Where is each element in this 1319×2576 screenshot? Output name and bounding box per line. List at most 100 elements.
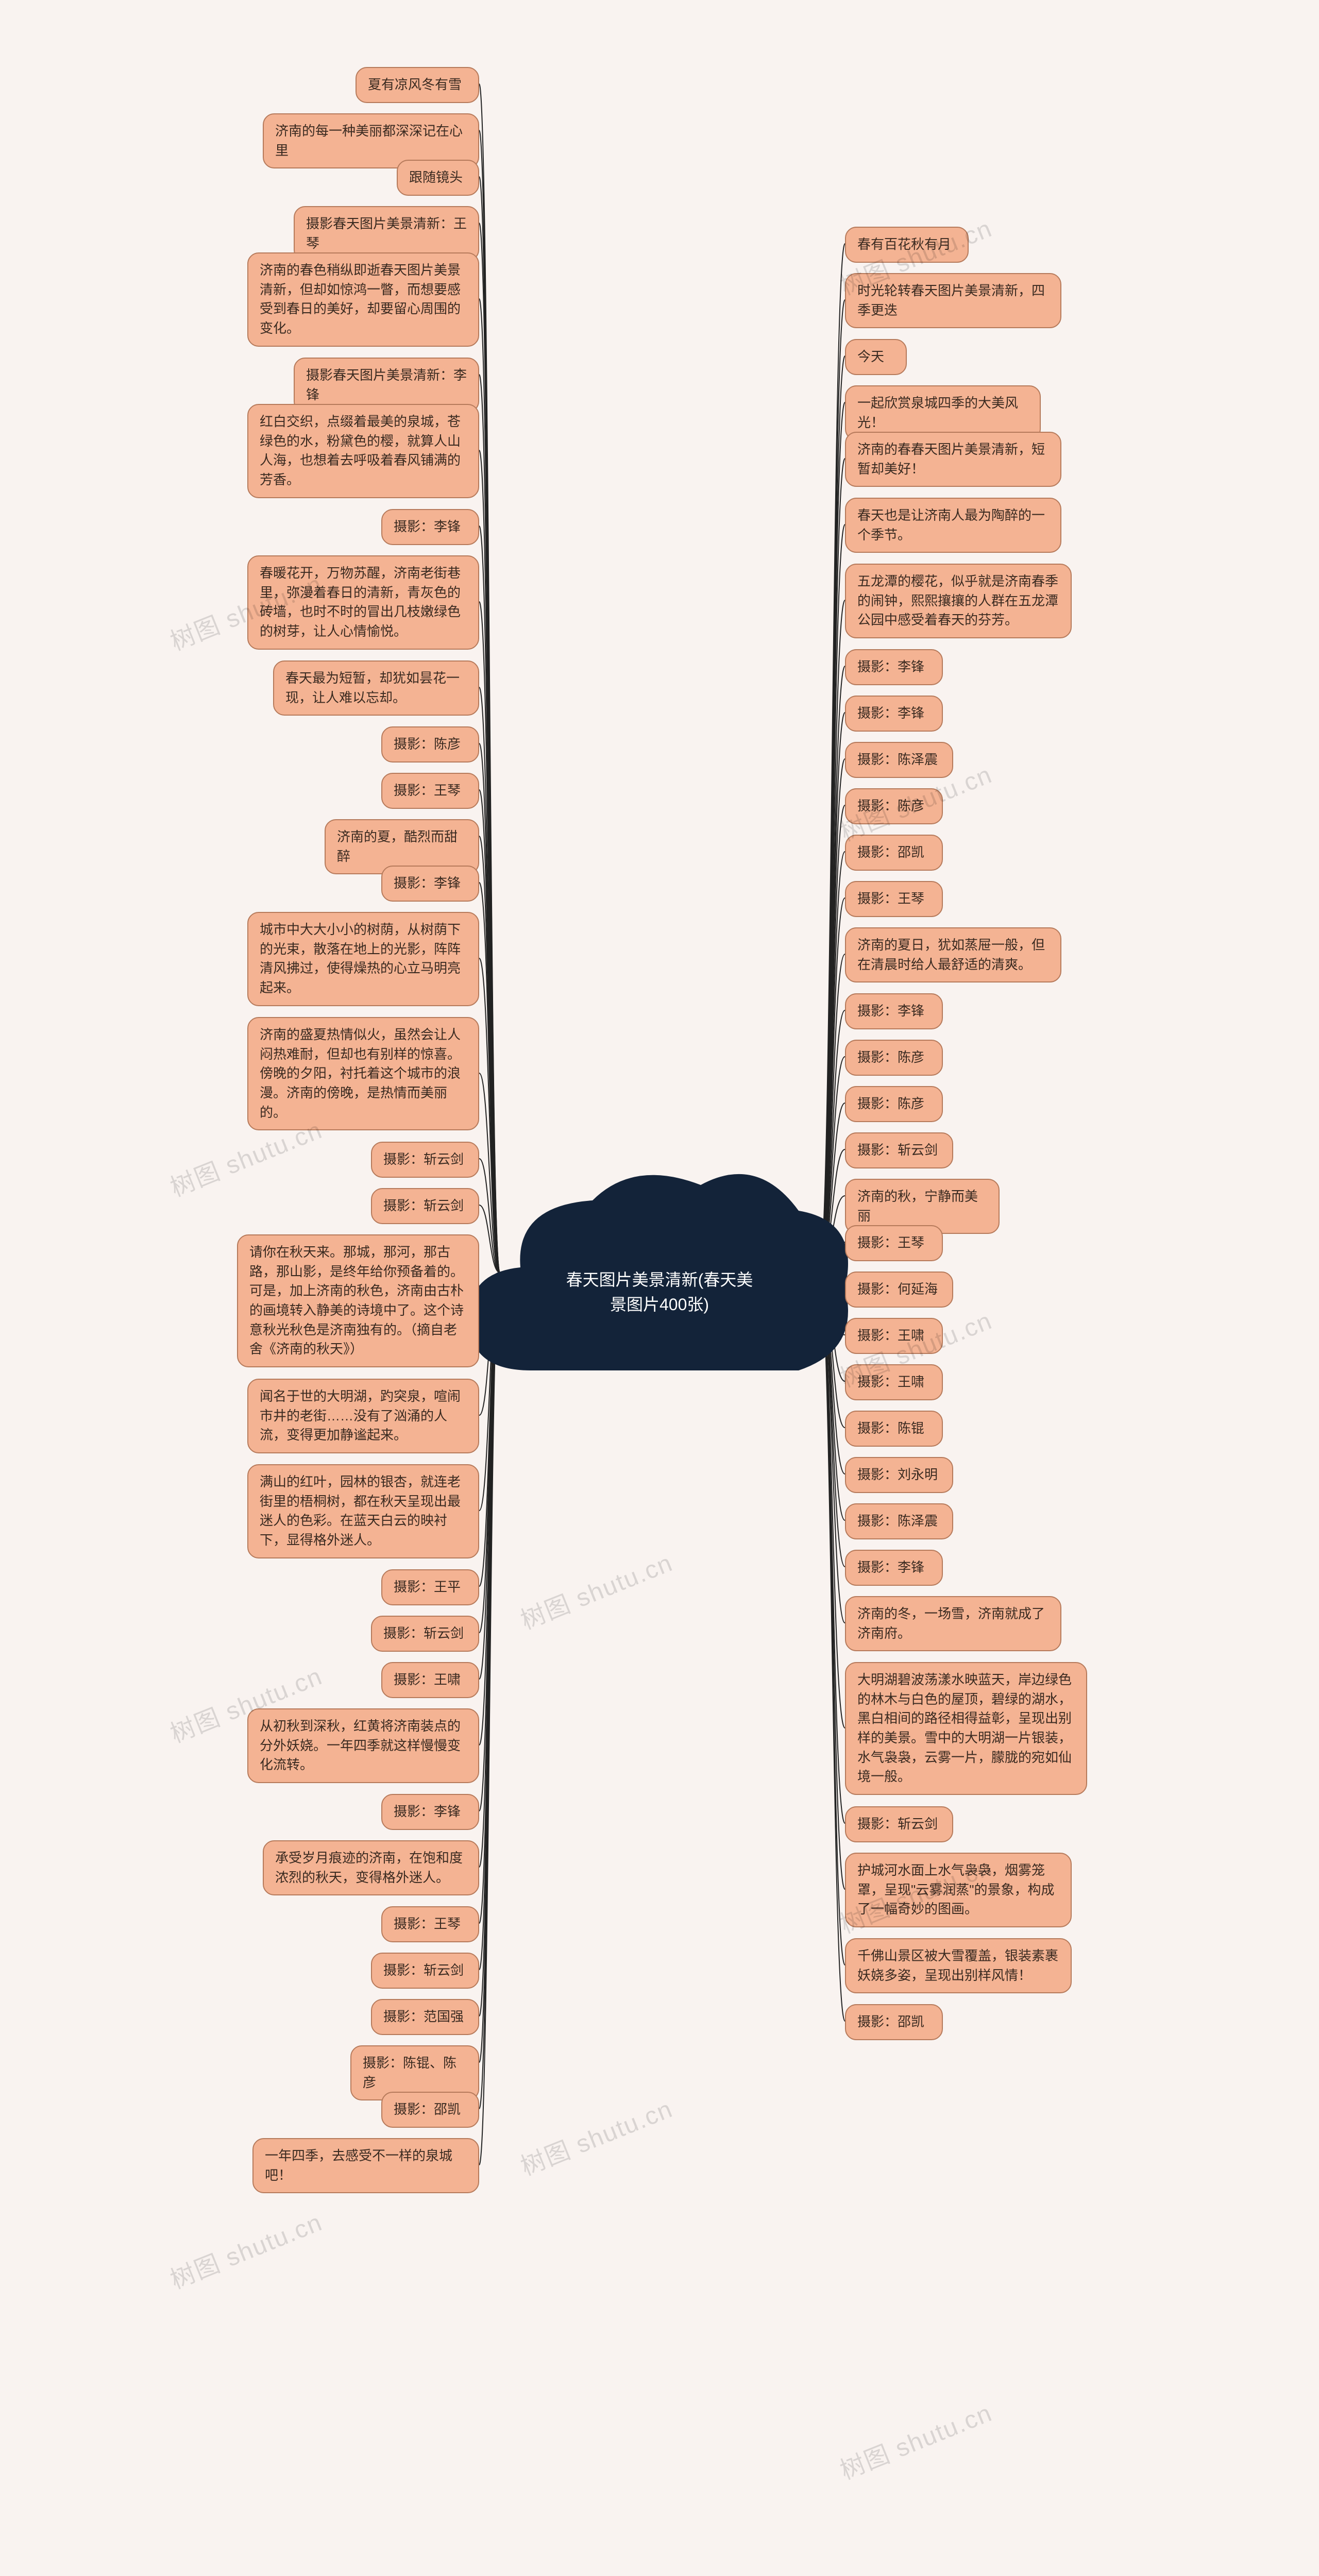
right-node: 千佛山景区被大雪覆盖，银装素裹妖娆多姿，呈现出别样风情！ bbox=[845, 1938, 1072, 1993]
node-text: 摄影：李锋 bbox=[857, 705, 924, 721]
node-text: 济南的秋，宁静而美丽 bbox=[857, 1189, 978, 1224]
node-text: 摄影：陈彦 bbox=[857, 1049, 924, 1065]
node-text: 一起欣赏泉城四季的大美风光！ bbox=[857, 395, 1018, 430]
node-text: 济南的春色稍纵即逝春天图片美景清新，但却如惊鸿一瞥，而想要感受到春日的美好，却要… bbox=[260, 262, 461, 336]
left-node: 红白交织，点缀着最美的泉城，苍绿色的水，粉黛色的樱，就算人山人海，也想着去呼吸着… bbox=[247, 404, 479, 498]
left-node: 摄影：范国强 bbox=[371, 1999, 479, 2035]
node-text: 摄影：陈彦 bbox=[857, 1096, 924, 1111]
edge bbox=[479, 1273, 500, 2062]
left-node: 摄影：邵凯 bbox=[381, 2092, 479, 2128]
right-node: 摄影：王琴 bbox=[845, 1225, 943, 1261]
node-text: 摄影：李锋 bbox=[394, 519, 461, 534]
node-text: 摄影：斩云剑 bbox=[383, 1625, 464, 1641]
left-node: 摄影：王琴 bbox=[381, 773, 479, 809]
node-text: 大明湖碧波荡漾水映蓝天，岸边绿色的林木与白色的屋顶，碧绿的湖水，黑白相间的路径相… bbox=[857, 1672, 1072, 1784]
edge bbox=[479, 84, 500, 1273]
left-node: 摄影：斩云剑 bbox=[371, 1188, 479, 1224]
node-text: 摄影：王啸 bbox=[394, 1672, 461, 1687]
left-node: 摄影：李锋 bbox=[381, 1794, 479, 1830]
node-text: 济南的盛夏热情似火，虽然会让人闷热难耐，但却也有别样的惊喜。傍晚的夕阳，衬托着这… bbox=[260, 1027, 461, 1120]
right-node: 摄影：李锋 bbox=[845, 1550, 943, 1586]
center-cloud bbox=[469, 1164, 850, 1381]
node-text: 摄影：何延海 bbox=[857, 1281, 938, 1297]
edge bbox=[479, 299, 500, 1273]
right-node: 摄影：王啸 bbox=[845, 1318, 943, 1354]
node-text: 摄影：王啸 bbox=[857, 1328, 924, 1343]
node-text: 春有百花秋有月 bbox=[857, 236, 951, 252]
right-node: 春天也是让济南人最为陶醉的一个季节。 bbox=[845, 498, 1061, 553]
node-text: 济南的春春天图片美景清新，短暂却美好！ bbox=[857, 442, 1045, 477]
right-node: 摄影：陈泽震 bbox=[845, 742, 953, 778]
left-node: 一年四季，去感受不一样的泉城吧！ bbox=[252, 2138, 479, 2193]
node-text: 红白交织，点缀着最美的泉城，苍绿色的水，粉黛色的樱，就算人山人海，也想着去呼吸着… bbox=[260, 414, 461, 487]
left-node: 济南的春色稍纵即逝春天图片美景清新，但却如惊鸿一瞥，而想要感受到春日的美好，却要… bbox=[247, 252, 479, 347]
node-text: 济南的夏，酷烈而甜醉 bbox=[337, 829, 458, 864]
node-text: 摄影：邵凯 bbox=[857, 844, 924, 860]
edge bbox=[819, 402, 845, 1273]
edge bbox=[819, 459, 845, 1273]
edge bbox=[479, 1273, 500, 2165]
left-node: 城市中大大小小的树荫，从树荫下的光束，散落在地上的光影，阵阵清风拂过，使得燥热的… bbox=[247, 912, 479, 1006]
node-text: 济南的每一种美丽都深深记在心里 bbox=[275, 123, 463, 158]
node-text: 摄影：王啸 bbox=[857, 1374, 924, 1389]
edge bbox=[819, 524, 845, 1273]
left-node: 夏有凉风冬有雪 bbox=[356, 67, 479, 103]
edge bbox=[479, 177, 500, 1273]
left-node: 济南的盛夏热情似火，虽然会让人闷热难耐，但却也有别样的惊喜。傍晚的夕阳，衬托着这… bbox=[247, 1017, 479, 1130]
node-text: 摄影：陈彦 bbox=[394, 736, 461, 752]
right-node: 五龙潭的樱花，似乎就是济南春季的闹钟，熙熙攘攘的人群在五龙潭公园中感受着春天的芬… bbox=[845, 564, 1072, 638]
watermark: 树图 shutu.cn bbox=[514, 1543, 677, 1636]
watermark: 树图 shutu.cn bbox=[834, 2393, 996, 2486]
edge bbox=[819, 356, 845, 1273]
node-text: 一年四季，去感受不一样的泉城吧！ bbox=[265, 2148, 452, 2183]
edge bbox=[479, 130, 500, 1273]
right-node: 摄影：刘永明 bbox=[845, 1457, 953, 1493]
node-text: 摄影：陈泽震 bbox=[857, 752, 938, 767]
right-node: 春有百花秋有月 bbox=[845, 227, 969, 263]
left-node: 春天最为短暂，却犹如昙花一现，让人难以忘却。 bbox=[273, 660, 479, 716]
node-text: 摄影春天图片美景清新：王琴 bbox=[306, 216, 467, 251]
node-text: 摄影春天图片美景清新：李锋 bbox=[306, 367, 467, 402]
right-node: 摄影：邵凯 bbox=[845, 835, 943, 871]
left-node: 摄影：王平 bbox=[381, 1569, 479, 1605]
left-node: 请你在秋天来。那城，那河，那古路，那山影，是终年给你预备着的。可是，加上济南的秋… bbox=[237, 1234, 479, 1367]
right-node: 摄影：陈彦 bbox=[845, 788, 943, 824]
left-node: 承受岁月痕迹的济南，在饱和度浓烈的秋天，变得格外迷人。 bbox=[263, 1840, 479, 1895]
node-text: 摄影：刘永明 bbox=[857, 1467, 938, 1482]
node-text: 承受岁月痕迹的济南，在饱和度浓烈的秋天，变得格外迷人。 bbox=[275, 1850, 463, 1885]
node-text: 摄影：王琴 bbox=[857, 1235, 924, 1250]
node-text: 五龙潭的樱花，似乎就是济南春季的闹钟，熙熙攘攘的人群在五龙潭公园中感受着春天的芬… bbox=[857, 573, 1058, 628]
node-text: 摄影：斩云剑 bbox=[383, 1198, 464, 1213]
node-text: 千佛山景区被大雪覆盖，银装素裹妖娆多姿，呈现出别样风情！ bbox=[857, 1948, 1058, 1983]
left-node: 春暖花开，万物苏醒，济南老街巷里，弥漫着春日的清新，青灰色的砖墙，也时不时的冒出… bbox=[247, 555, 479, 650]
left-node: 闻名于世的大明湖，趵突泉，喧闹市井的老街……没有了汹涌的人流，变得更加静谧起来。 bbox=[247, 1379, 479, 1453]
node-text: 摄影：李锋 bbox=[394, 875, 461, 891]
node-text: 摄影：陈锟 bbox=[857, 1420, 924, 1436]
node-text: 请你在秋天来。那城，那河，那古路，那山影，是终年给你预备着的。可是，加上济南的秋… bbox=[249, 1244, 464, 1357]
left-node: 摄影：李锋 bbox=[381, 866, 479, 902]
watermark: 树图 shutu.cn bbox=[164, 2202, 327, 2296]
right-node: 摄影：陈泽震 bbox=[845, 1503, 953, 1539]
node-text: 满山的红叶，园林的银杏，就连老街里的梧桐树，都在秋天呈现出最迷人的色彩。在蓝天白… bbox=[260, 1474, 461, 1548]
node-text: 今天 bbox=[857, 349, 884, 364]
right-node: 护城河水面上水气袅袅，烟雾笼罩，呈现"云雾润蒸"的景象，构成了一幅奇妙的图画。 bbox=[845, 1853, 1072, 1927]
edge bbox=[819, 244, 845, 1273]
node-text: 春天也是让济南人最为陶醉的一个季节。 bbox=[857, 507, 1045, 543]
left-node: 摄影：斩云剑 bbox=[371, 1142, 479, 1178]
edge bbox=[819, 1273, 845, 2021]
right-node: 济南的夏日，犹如蒸屉一般，但在清晨时给人最舒适的清爽。 bbox=[845, 927, 1061, 982]
node-text: 摄影：陈泽震 bbox=[857, 1513, 938, 1529]
node-text: 摄影：邵凯 bbox=[394, 2102, 461, 2117]
node-text: 摄影：李锋 bbox=[394, 1804, 461, 1819]
node-text: 摄影：王平 bbox=[394, 1579, 461, 1595]
right-node: 摄影：陈彦 bbox=[845, 1086, 943, 1122]
node-text: 摄影：王琴 bbox=[394, 1916, 461, 1931]
edge bbox=[819, 300, 845, 1273]
edge bbox=[479, 1273, 500, 2109]
left-node: 满山的红叶，园林的银杏，就连老街里的梧桐树，都在秋天呈现出最迷人的色彩。在蓝天白… bbox=[247, 1464, 479, 1558]
right-node: 摄影：李锋 bbox=[845, 993, 943, 1029]
node-text: 春暖花开，万物苏醒，济南老街巷里，弥漫着春日的清新，青灰色的砖墙，也时不时的冒出… bbox=[260, 565, 461, 639]
node-text: 摄影：王琴 bbox=[394, 783, 461, 798]
left-node: 摄影：王琴 bbox=[381, 1906, 479, 1942]
left-node: 从初秋到深秋，红黄将济南装点的分外妖娆。一年四季就这样慢慢变化流转。 bbox=[247, 1708, 479, 1783]
